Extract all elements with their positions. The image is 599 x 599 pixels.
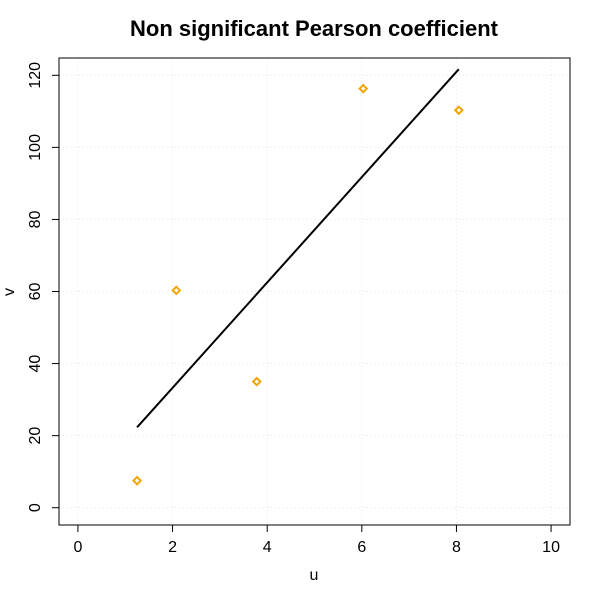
x-tick-label: 6 [357,539,366,556]
y-axis-label: v [1,288,18,296]
x-tick-label: 2 [168,539,177,556]
chart-title: Non significant Pearson coefficient [130,16,499,41]
x-axis-label: u [310,567,319,584]
y-tick-label: 80 [27,210,44,228]
scatter-point [251,376,262,387]
scatter-point [171,285,182,296]
y-tick-label: 40 [27,355,44,373]
y-axis: 0 20 40 60 80 100 120 [27,62,59,512]
series-layer [132,68,464,486]
scatter-point [453,105,464,116]
x-tick-label: 10 [542,539,560,556]
x-tick-label: 8 [452,539,461,556]
scatter-point [358,83,369,94]
y-tick-label: 100 [27,134,44,161]
scatter-point [132,475,143,486]
y-tick-label: 0 [27,503,44,512]
y-tick-label: 20 [27,427,44,445]
x-tick-label: 0 [73,539,82,556]
y-tick-label: 60 [27,283,44,301]
x-tick-label: 4 [263,539,272,556]
regression-line [136,68,460,429]
x-axis: 0 2 4 6 8 10 [73,525,560,556]
y-tick-label: 120 [27,62,44,89]
grid [59,58,570,525]
